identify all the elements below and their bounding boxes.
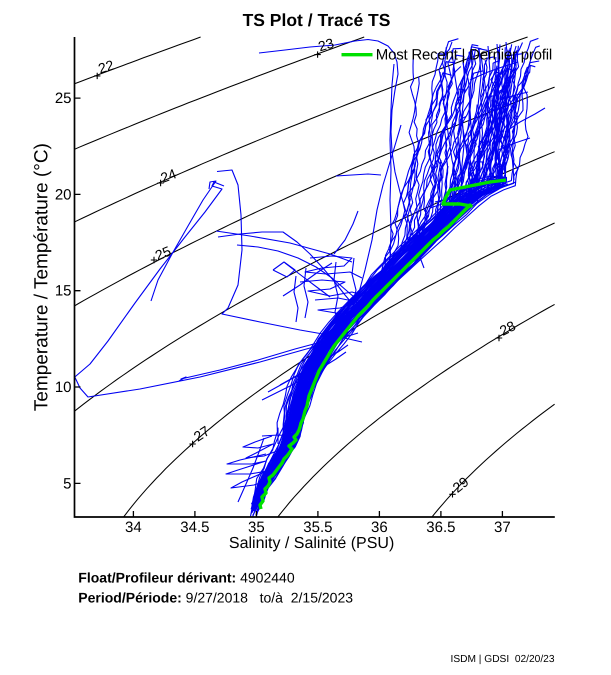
- svg-text:37: 37: [494, 519, 511, 536]
- svg-text:35: 35: [248, 519, 265, 536]
- svg-text:Period/Période: 9/27/2018 to: Period/Période: 9/27/2018 to/à 2/15/2023: [78, 590, 353, 606]
- svg-text:36.5: 36.5: [426, 519, 455, 536]
- svg-text:25: 25: [55, 90, 72, 107]
- svg-text:15: 15: [55, 283, 72, 300]
- svg-text:34: 34: [125, 519, 142, 536]
- svg-text:20: 20: [55, 186, 72, 203]
- svg-text:Float/Profileur dérivant: 4902: Float/Profileur dérivant: 4902440: [78, 570, 295, 586]
- svg-text:Salinity / Salinité (PSU): Salinity / Salinité (PSU): [229, 535, 394, 552]
- svg-text:10: 10: [55, 379, 72, 396]
- svg-text:34.5: 34.5: [180, 519, 209, 536]
- svg-text:35.5: 35.5: [303, 519, 332, 536]
- svg-text:Most Recent | Dernier profil: Most Recent | Dernier profil: [376, 46, 552, 63]
- svg-text:5: 5: [63, 475, 71, 492]
- svg-text:36: 36: [371, 519, 388, 536]
- svg-text:TS Plot / Tracé TS: TS Plot / Tracé TS: [243, 10, 391, 30]
- svg-text:ISDM | GDSI 02/20/23: ISDM | GDSI 02/20/23: [451, 654, 555, 665]
